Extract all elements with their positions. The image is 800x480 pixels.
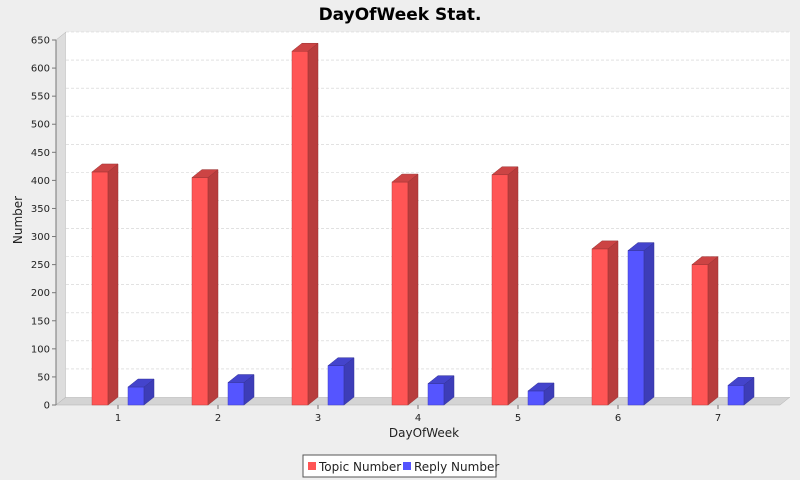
bar-reply-6 (627, 242, 655, 406)
legend-swatch-topic (308, 462, 316, 470)
y-tick-label: 300 (31, 232, 50, 243)
bar-topic-2 (191, 169, 219, 406)
bar-reply-7 (727, 376, 755, 406)
y-tick-label: 650 (31, 36, 50, 47)
x-axis-label: DayOfWeek (389, 426, 459, 440)
y-tick-label: 100 (31, 344, 50, 355)
y-tick-label: 600 (31, 64, 50, 75)
legend-swatch-reply (403, 462, 411, 470)
bar-reply-2 (227, 374, 255, 406)
y-axis-label: Number (11, 196, 25, 244)
gridlines (66, 31, 790, 370)
y-tick-label: 200 (31, 288, 50, 299)
bar-reply-5 (527, 382, 555, 406)
plot-floor (55, 396, 791, 406)
bars (91, 42, 755, 406)
bar-topic-4 (391, 173, 419, 406)
y-tick-label: 350 (31, 204, 50, 215)
y-tick-label: 50 (37, 372, 50, 383)
x-tick-label: 5 (515, 413, 521, 424)
x-tick-label: 7 (715, 413, 721, 424)
x-tick-label: 3 (315, 413, 321, 424)
legend-box (302, 454, 497, 478)
bar-reply-4 (427, 375, 455, 406)
bar-topic-6 (591, 240, 619, 406)
plot-area (66, 32, 790, 397)
bar-topic-5 (491, 166, 519, 406)
bar-reply-3 (327, 357, 355, 406)
y-tick-label: 400 (31, 176, 50, 187)
bar-reply-1 (127, 378, 155, 406)
x-tick-label: 2 (215, 413, 221, 424)
y-tick-label: 150 (31, 316, 50, 327)
bar-topic-3 (291, 42, 319, 406)
legend: Topic Number Reply Number (302, 454, 499, 478)
x-tick-label: 4 (415, 413, 421, 424)
x-tick-label: 6 (615, 413, 621, 424)
y-tick-label: 550 (31, 92, 50, 103)
y-tick-label: 450 (31, 148, 50, 159)
legend-label-topic: Topic Number (318, 460, 401, 474)
plot-left-wall (55, 31, 67, 406)
bar-topic-1 (91, 163, 119, 406)
legend-label-reply: Reply Number (414, 460, 499, 474)
bar-topic-7 (691, 256, 719, 406)
x-axis: 1 2 3 4 5 6 7 (115, 405, 721, 424)
y-tick-label: 250 (31, 260, 50, 271)
chart-title: DayOfWeek Stat. (319, 5, 482, 25)
y-tick-label: 500 (31, 120, 50, 131)
x-tick-label: 1 (115, 413, 121, 424)
y-tick-label: 0 (44, 401, 50, 412)
y-axis: 0 50 100 150 200 250 300 350 400 450 500 550 600 650 (31, 36, 57, 412)
